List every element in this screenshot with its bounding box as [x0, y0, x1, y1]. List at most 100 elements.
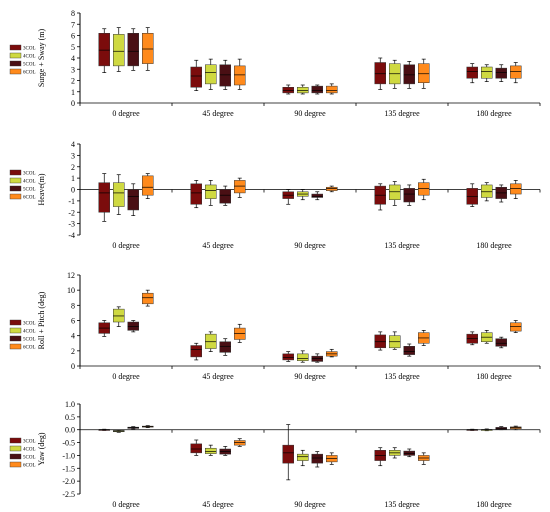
box-body — [98, 182, 110, 213]
box-5col — [127, 320, 139, 333]
legend-label: 5COL — [23, 456, 36, 461]
y-tick-label: 2 — [71, 347, 75, 356]
legend-swatch — [9, 52, 22, 59]
legend-swatch — [9, 193, 22, 200]
box-body — [297, 353, 309, 361]
box-body — [466, 66, 478, 79]
box-body — [481, 66, 493, 79]
box-body — [326, 186, 338, 191]
legend-swatch — [9, 327, 22, 334]
box-body — [403, 188, 415, 203]
legend-label: 4COL — [23, 55, 36, 60]
box-body — [297, 453, 309, 461]
legend-swatch — [9, 335, 22, 342]
box-body — [374, 62, 386, 85]
box-6col — [418, 452, 430, 465]
box-3col — [282, 424, 294, 481]
box-body — [142, 292, 154, 305]
box-4col — [205, 331, 217, 352]
box-body — [127, 189, 139, 211]
box-body — [234, 65, 246, 86]
category-label: 45 degree — [202, 241, 234, 250]
category-label: 90 degree — [294, 372, 326, 381]
box-4col — [481, 428, 493, 432]
y-tick-label: -1 — [68, 197, 75, 206]
category-label: 135 degree — [384, 500, 420, 509]
box-6col — [234, 438, 246, 447]
box-body — [374, 334, 386, 349]
box-5col — [127, 28, 139, 71]
box-body — [219, 189, 231, 204]
legend-swatch — [9, 68, 22, 75]
box-4col — [113, 306, 125, 327]
chart-panel-3: 0 2 4 6 8 10 12 Roll + Pitch (deg) 0 degree 45 de… — [9, 271, 541, 381]
box-6col — [510, 62, 522, 84]
box-body — [219, 64, 231, 87]
legend-swatch — [9, 177, 22, 184]
category-label: 135 degree — [384, 241, 420, 250]
box-5col — [219, 185, 231, 206]
box-body — [311, 85, 323, 94]
legend-swatch — [9, 437, 22, 444]
legend: 3COL 4COL 5COL 6COL — [9, 319, 36, 351]
box-6col — [510, 320, 522, 333]
box-5col — [495, 184, 507, 203]
box-3col — [190, 180, 202, 209]
chart-panel-2: -4 -3 -2 -1 0 1 2 3 4 Heave(m) 0 degree 45 degree 90… — [9, 140, 541, 250]
box-6col — [418, 58, 430, 89]
box-6col — [142, 289, 154, 307]
category-label: 180 degree — [476, 372, 512, 381]
box-4col — [205, 180, 217, 206]
legend-swatch — [9, 185, 22, 192]
box-4col — [481, 182, 493, 202]
y-tick-label: -4 — [68, 231, 75, 240]
box-3col — [282, 84, 294, 95]
box-body — [403, 346, 415, 355]
legend-label: 3COL — [23, 47, 36, 52]
box-body — [297, 87, 309, 94]
box-body — [190, 345, 202, 358]
y-tick-label: -1.5 — [62, 464, 75, 473]
legend-label: 5COL — [23, 188, 36, 193]
box-3col — [466, 183, 478, 207]
y-tick-label: 8 — [71, 301, 75, 310]
legend-label: 4COL — [23, 448, 36, 453]
category-label: 180 degree — [476, 109, 512, 118]
box-body — [389, 184, 401, 200]
box-4col — [389, 331, 401, 350]
y-tick-label: -0.5 — [62, 439, 75, 448]
y-tick-label: 10 — [67, 286, 75, 295]
box-6col — [326, 185, 338, 193]
box-6col — [234, 323, 246, 343]
box-3col — [374, 57, 386, 90]
box-4col — [297, 350, 309, 363]
box-4col — [389, 59, 401, 89]
box-body — [510, 65, 522, 79]
y-tick-label: 1 — [71, 174, 75, 183]
box-3col — [374, 331, 386, 351]
box-body — [326, 85, 338, 94]
box-4col — [389, 181, 401, 206]
category-label: 45 degree — [202, 500, 234, 509]
y-axis-label: Roll + Pitch (deg) — [37, 291, 46, 349]
category-label: 45 degree — [202, 109, 234, 118]
y-tick-label: 0.5 — [65, 413, 75, 422]
legend-label: 6COL — [23, 71, 36, 76]
y-tick-label: 5 — [71, 43, 75, 52]
category-label: 180 degree — [476, 500, 512, 509]
box-body — [234, 180, 246, 194]
legend-label: 3COL — [23, 172, 36, 177]
legend-swatch — [9, 461, 22, 468]
box-body — [311, 355, 323, 362]
box-4col — [481, 64, 493, 82]
box-6col — [418, 178, 430, 201]
y-tick-label: 0 — [71, 362, 75, 371]
box-body — [495, 338, 507, 347]
box-3col — [374, 447, 386, 467]
box-5col — [219, 446, 231, 456]
legend: 3COL 4COL 5COL 6COL — [9, 437, 36, 469]
box-body — [205, 447, 217, 454]
category-label: 0 degree — [112, 372, 140, 381]
box-6col — [418, 330, 430, 346]
box-4col — [481, 330, 493, 344]
